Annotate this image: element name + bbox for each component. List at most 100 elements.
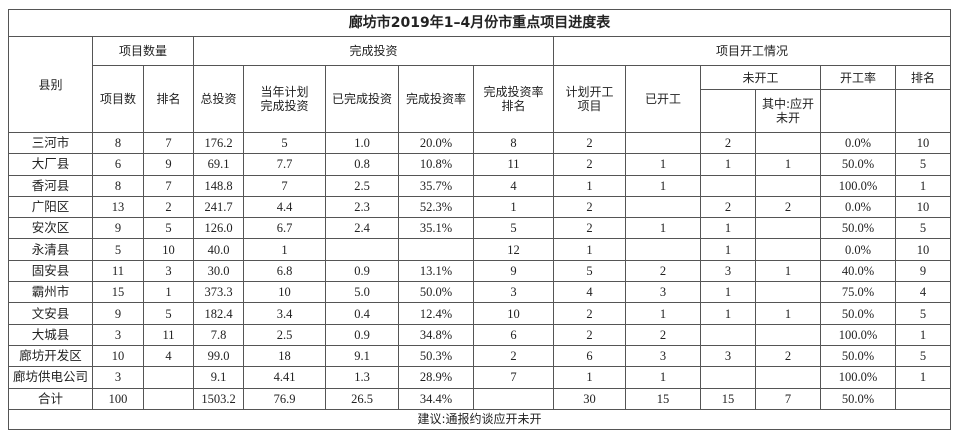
- data-cell: 1: [755, 153, 821, 176]
- header-group: 完成投资: [193, 36, 554, 66]
- data-cell: 4: [894, 281, 952, 304]
- table-row: 大厂县 6 9 69.1 7.7 0.8 10.8% 11 2 1 1 1 50.0% 5: [8, 153, 952, 176]
- data-cell: [894, 387, 952, 410]
- data-cell: 5: [92, 238, 144, 261]
- data-cell: 50.0%: [398, 281, 474, 304]
- data-cell: 11: [473, 153, 554, 176]
- data-cell: 76.9: [243, 387, 326, 410]
- data-cell: 8: [92, 131, 144, 155]
- data-cell: 2.3: [325, 195, 399, 219]
- data-cell: 1: [143, 281, 194, 304]
- data-cell: 7: [243, 174, 326, 197]
- data-cell: 7.7: [243, 153, 326, 176]
- data-cell: 241.7: [193, 195, 244, 219]
- data-cell: 2: [625, 259, 701, 283]
- data-cell: 9: [473, 259, 554, 283]
- data-cell: 3: [700, 259, 756, 283]
- data-cell: 1: [700, 281, 756, 304]
- data-cell: 3: [625, 344, 701, 368]
- data-cell: 4: [553, 281, 626, 304]
- data-cell: 50.3%: [398, 344, 474, 368]
- data-cell: 4.4: [243, 195, 326, 219]
- data-cell: 100.0%: [820, 174, 896, 197]
- data-cell: [755, 174, 821, 197]
- header-cell: 已开工: [625, 65, 701, 133]
- footer-note: 建议:通报约谈应开未开: [7, 408, 952, 430]
- data-cell: 9: [894, 259, 952, 283]
- data-cell: 7: [143, 131, 194, 155]
- data-cell: 7: [755, 387, 821, 410]
- data-cell: [755, 323, 821, 346]
- data-cell: 12: [473, 238, 554, 261]
- data-cell: 10: [243, 281, 326, 304]
- data-cell: 1: [625, 302, 701, 325]
- data-cell: 10: [473, 302, 554, 325]
- data-cell: 126.0: [193, 217, 244, 240]
- data-cell: 11: [92, 259, 144, 283]
- data-cell: 5: [894, 217, 952, 240]
- data-cell: 2: [755, 195, 821, 219]
- county-cell: 霸州市: [8, 281, 93, 304]
- data-cell: 40.0%: [820, 259, 896, 283]
- data-cell: 3: [625, 281, 701, 304]
- data-cell: 1: [553, 238, 626, 261]
- data-cell: 1: [473, 195, 554, 219]
- data-cell: 1: [700, 153, 756, 176]
- header-cell: 排名: [894, 65, 952, 90]
- data-cell: 3.4: [243, 302, 326, 325]
- data-cell: 0.0%: [820, 195, 896, 219]
- header-cell: 完成投资率: [398, 65, 474, 133]
- data-cell: 34.8%: [398, 323, 474, 346]
- header-cell: 总投资: [193, 65, 244, 133]
- data-cell: [625, 195, 701, 219]
- data-cell: 20.0%: [398, 131, 474, 155]
- county-cell: 广阳区: [8, 195, 93, 219]
- data-cell: 1.3: [325, 366, 399, 389]
- data-cell: 1: [553, 366, 626, 389]
- data-cell: [143, 387, 194, 410]
- data-cell: [700, 323, 756, 346]
- table-title: 廊坊市2019年1–4月份市重点项目进度表: [7, 9, 952, 37]
- data-cell: 1: [553, 174, 626, 197]
- data-cell: 2: [755, 344, 821, 368]
- data-cell: [143, 366, 194, 389]
- county-cell: 安次区: [8, 217, 93, 240]
- data-cell: 52.3%: [398, 195, 474, 219]
- data-cell: 9: [92, 302, 144, 325]
- header-empty: [820, 89, 896, 133]
- data-cell: 28.9%: [398, 366, 474, 389]
- data-cell: 6.8: [243, 259, 326, 283]
- data-cell: 7: [473, 366, 554, 389]
- data-cell: 148.8: [193, 174, 244, 197]
- data-cell: 30: [553, 387, 626, 410]
- data-cell: 4: [473, 174, 554, 197]
- data-cell: [625, 238, 701, 261]
- header-group: 项目数量: [92, 36, 194, 66]
- header-empty: [700, 89, 756, 133]
- county-cell: 三河市: [8, 131, 93, 155]
- table-body: 三河市 8 7 176.2 5 1.0 20.0% 8 2 2 0.0% 10 大厂县 6 9 69.1 7.7…: [8, 131, 952, 410]
- table-row: 香河县 8 7 148.8 7 2.5 35.7% 4 1 1 100.0% 1: [8, 174, 952, 197]
- table-row: 三河市 8 7 176.2 5 1.0 20.0% 8 2 2 0.0% 10: [8, 131, 952, 155]
- data-cell: [755, 131, 821, 155]
- data-cell: 176.2: [193, 131, 244, 155]
- data-cell: 0.9: [325, 259, 399, 283]
- data-cell: [325, 238, 399, 261]
- data-cell: 40.0: [193, 238, 244, 261]
- data-cell: 10: [143, 238, 194, 261]
- header-cell: 已完成投资: [325, 65, 399, 133]
- header-cell: 县别: [8, 36, 93, 133]
- data-cell: 7.8: [193, 323, 244, 346]
- data-cell: [755, 238, 821, 261]
- data-cell: 2.4: [325, 217, 399, 240]
- county-cell: 廊坊开发区: [8, 344, 93, 368]
- data-cell: 9.1: [193, 366, 244, 389]
- data-cell: 34.4%: [398, 387, 474, 410]
- data-cell: 6: [92, 153, 144, 176]
- data-cell: 11: [143, 323, 194, 346]
- county-cell: 永清县: [8, 238, 93, 261]
- data-cell: 7: [143, 174, 194, 197]
- data-cell: 13.1%: [398, 259, 474, 283]
- data-cell: 2: [700, 131, 756, 155]
